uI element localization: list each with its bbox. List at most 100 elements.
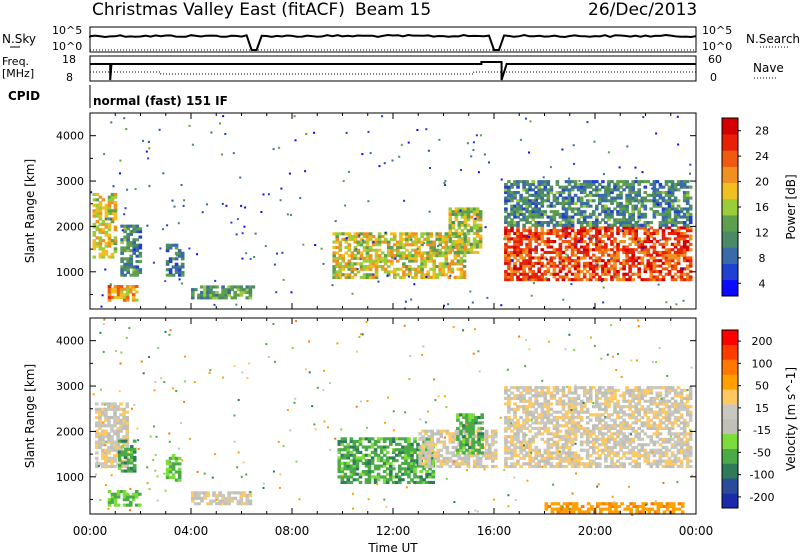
range-gate-cell [671,438,675,441]
range-gate-cell [565,424,569,427]
range-gate-cell [628,183,632,186]
range-gate-cell [534,435,538,438]
range-gate-cell [429,235,433,238]
range-gate-cell [348,273,352,276]
range-gate-cell [396,241,400,244]
range-gate-cell [124,440,128,443]
range-gate-cell [215,502,219,505]
range-gate-cell [96,193,100,196]
range-gate-cell [659,226,663,229]
range-gate-cell [637,427,641,430]
range-gate-cell [553,275,557,278]
range-gate-cell [507,451,511,454]
speckle-cell [378,281,380,283]
range-gate-cell [93,209,97,212]
range-gate-cell [568,441,572,444]
range-gate-cell [628,275,632,278]
range-gate-cell [580,435,584,438]
range-gate-cell [680,216,684,219]
speckle-cell [472,302,474,304]
range-gate-cell [507,275,511,278]
range-gate-cell [592,432,596,435]
speckle-cell [135,188,137,190]
range-gate-cell [683,221,687,224]
range-gate-cell [547,400,551,403]
range-gate-cell [426,241,430,244]
freq-panel: Freq. [MHz] 18 8 60 0 Nave [2,53,784,84]
range-gate-cell [393,238,397,241]
range-gate-cell [601,180,605,183]
range-gate-cell [571,413,575,416]
range-gate-cell [356,473,360,476]
range-gate-cell [556,392,560,395]
range-gate-cell [531,265,535,268]
range-gate-cell [227,494,231,497]
range-gate-cell [677,240,681,243]
range-gate-cell [356,446,360,449]
y-tick-label: 2000 [56,220,84,233]
range-gate-cell [215,494,219,497]
range-gate-cell [378,241,382,244]
range-gate-cell [522,435,526,438]
range-gate-cell [541,454,545,457]
range-gate-cell [104,454,108,457]
range-gate-cell [114,285,118,288]
range-gate-cell [393,270,397,273]
range-gate-cell [619,441,623,444]
range-gate-cell [571,419,575,422]
speckle-cell [472,149,474,151]
range-gate-cell [598,240,602,243]
range-gate-cell [541,237,545,240]
range-gate-cell [650,449,654,452]
range-gate-cell [368,459,372,462]
range-gate-cell [362,456,366,459]
range-gate-cell [680,273,684,276]
range-gate-cell [547,451,551,454]
speckle-cell [110,283,112,285]
range-gate-cell [516,405,520,408]
range-gate-cell [463,260,467,263]
range-gate-cell [366,268,370,271]
range-gate-cell [452,224,456,227]
range-gate-cell [619,443,623,446]
range-gate-cell [541,226,545,229]
speckle-cell [476,134,478,136]
range-gate-cell [625,273,629,276]
range-gate-cell [650,183,654,186]
speckle-cell [352,293,354,295]
range-gate-cell [494,441,498,444]
range-gate-cell [610,213,614,216]
range-gate-cell [430,465,434,468]
speckle-cell [110,213,112,215]
range-gate-cell [631,188,635,191]
range-gate-cell [568,392,572,395]
range-gate-cell [650,465,654,468]
range-gate-cell [634,259,638,262]
range-gate-cell [417,241,421,244]
range-gate-cell [386,437,390,440]
range-gate-cell [116,416,120,419]
range-gate-cell [123,296,127,299]
range-gate-cell [175,460,179,463]
speckle-cell [179,278,181,280]
range-gate-cell [625,205,629,208]
range-gate-cell [598,386,602,389]
nave-tick-top: 60 [708,53,722,66]
range-gate-cell [637,207,641,210]
range-gate-cell [212,500,216,503]
range-gate-cell [446,449,450,452]
range-gate-cell [516,243,520,246]
range-gate-cell [344,473,348,476]
range-gate-cell [641,416,645,419]
speckle-cell [637,221,639,223]
speckle-cell [394,258,396,260]
range-gate-cell [386,459,390,462]
range-gate-cell [556,197,560,200]
speckle-cell [148,185,150,187]
range-gate-cell [677,419,681,422]
range-gate-cell [455,446,459,449]
range-gate-cell [438,270,442,273]
range-gate-cell [105,245,109,248]
speckle-cell [125,128,127,130]
range-gate-cell [522,224,526,227]
